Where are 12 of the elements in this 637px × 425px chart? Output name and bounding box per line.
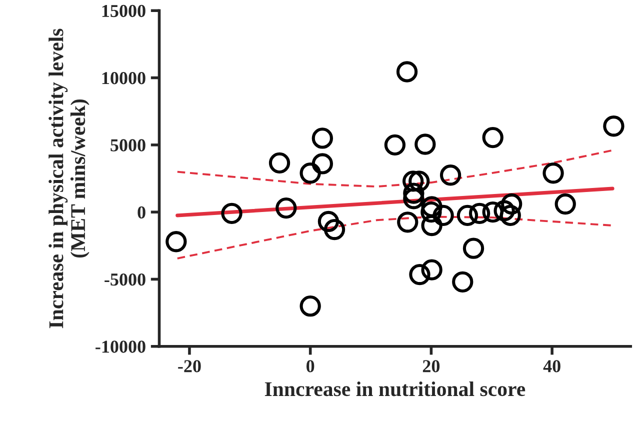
y-tick-label: 10000 (102, 72, 146, 84)
x-tick-label: 0 (306, 360, 314, 372)
x-tick-label: -20 (178, 360, 201, 372)
y-tick-label: 0 (138, 206, 146, 219)
y-tick-label: -10000 (96, 340, 146, 353)
x-axis-title: Inncrease in nutritional score (264, 382, 526, 396)
y-axis-title: Increase in physical activity levels (MET mins/week) (48, 28, 90, 328)
y-tick-label: -5000 (104, 273, 146, 286)
y-tick-label: 15000 (102, 4, 146, 18)
x-tick-label: 20 (422, 360, 440, 372)
y-tick-label: 5000 (110, 139, 146, 152)
x-tick-label: 40 (543, 360, 560, 372)
